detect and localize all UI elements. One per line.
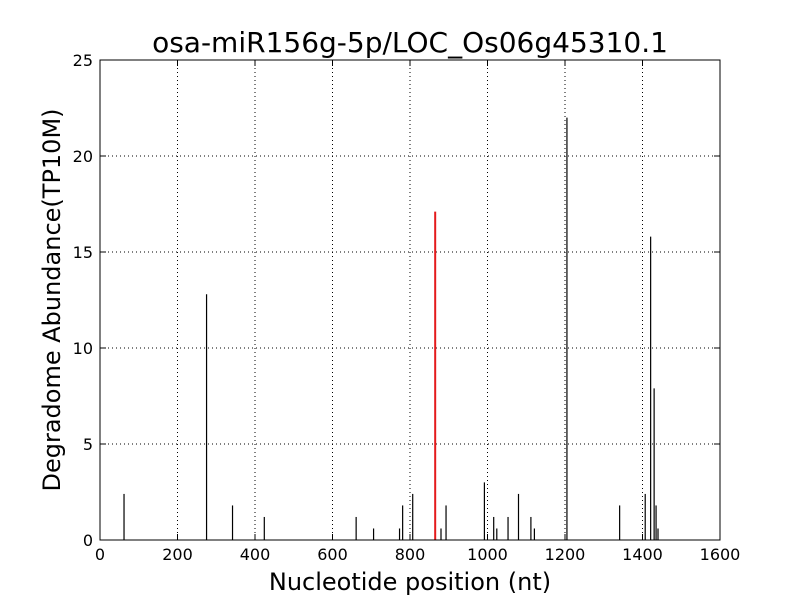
x-tick-label: 1200 (545, 545, 586, 564)
chart-title: osa-miR156g-5p/LOC_Os06g45310.1 (152, 26, 668, 59)
y-tick-label: 10 (73, 339, 93, 358)
grid-lines (100, 60, 720, 540)
y-tick-label: 15 (73, 243, 93, 262)
x-axis-title: Nucleotide position (nt) (269, 568, 551, 596)
x-tick-label: 1600 (700, 545, 741, 564)
x-tick-label: 0 (95, 545, 105, 564)
x-tick-label: 200 (162, 545, 193, 564)
y-tick-label: 25 (73, 51, 93, 70)
y-tick-label: 0 (83, 531, 93, 550)
x-tick-label: 600 (317, 545, 348, 564)
axis-ticks: 0 200 400 600 800 1000 1200 1400 1600 0 5 10 15 20 25 (73, 51, 741, 564)
x-tick-label: 1000 (467, 545, 508, 564)
y-tick-label: 5 (83, 435, 93, 454)
y-tick-label: 20 (73, 147, 93, 166)
bars (123, 117, 659, 540)
x-tick-label: 400 (240, 545, 271, 564)
y-axis-title: Degradome Abundance(TP10M) (38, 108, 66, 491)
x-tick-label: 1400 (622, 545, 663, 564)
x-tick-label: 800 (395, 545, 426, 564)
